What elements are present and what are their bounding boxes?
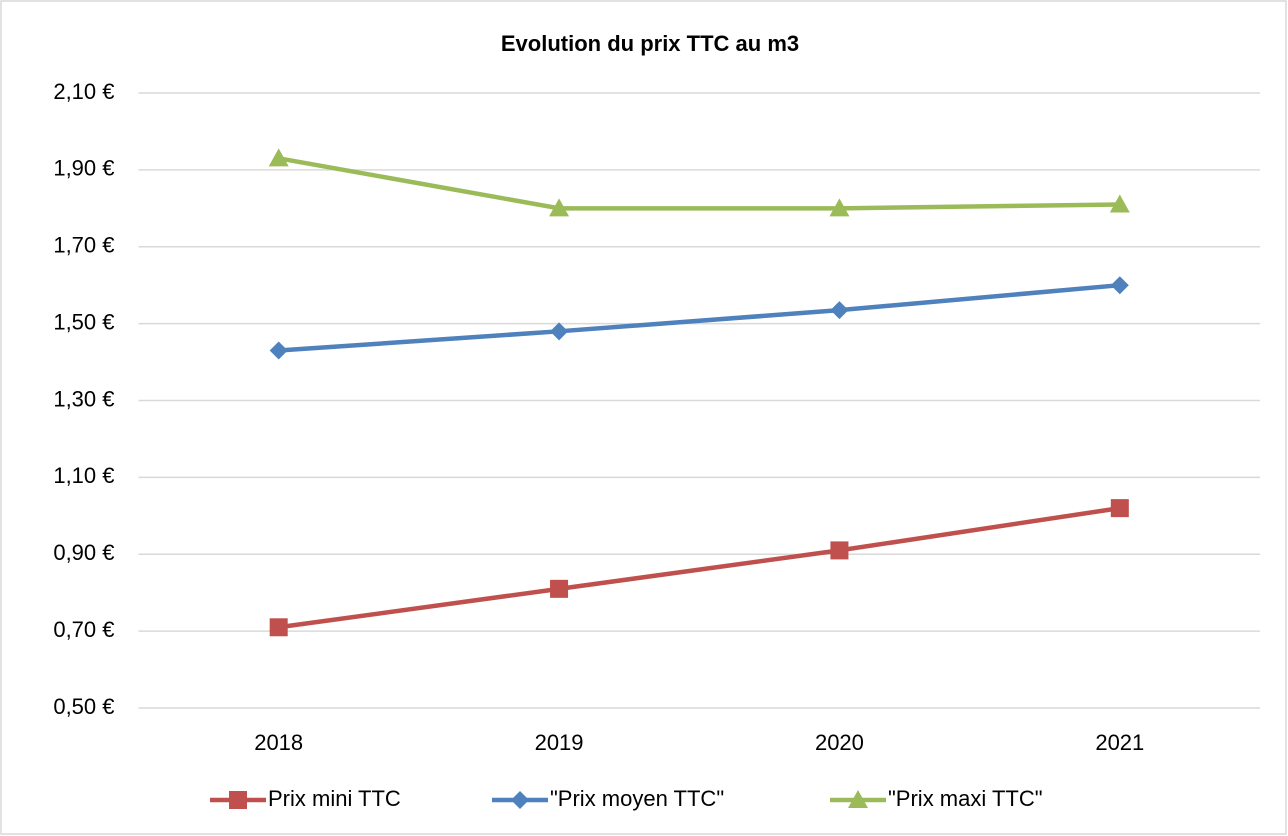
data-point	[830, 541, 849, 560]
x-tick-label: 2018	[254, 730, 303, 755]
legend-label: "Prix moyen TTC"	[550, 786, 724, 811]
x-tick-label: 2020	[815, 730, 864, 755]
legend-marker	[229, 791, 247, 809]
data-point	[830, 301, 849, 320]
series-line	[278, 282, 1121, 353]
y-tick-label: 1,70 €	[53, 233, 114, 258]
y-tick-label: 1,50 €	[53, 309, 114, 334]
series-line	[278, 505, 1121, 630]
data-point	[829, 198, 850, 217]
y-tick-label: 1,90 €	[53, 156, 114, 181]
chart-title: Evolution du prix TTC au m3	[501, 31, 799, 56]
data-point	[550, 579, 569, 598]
data-point	[269, 341, 288, 360]
y-tick-label: 1,10 €	[53, 463, 114, 488]
x-tick-label: 2019	[535, 730, 584, 755]
series-line	[278, 156, 1120, 211]
data-point	[1110, 276, 1129, 295]
x-tick-label: 2021	[1095, 730, 1144, 755]
y-tick-label: 1,30 €	[53, 386, 114, 411]
y-tick-label: 0,70 €	[53, 617, 114, 642]
y-tick-label: 2,10 €	[53, 79, 114, 104]
legend-marker	[848, 790, 868, 808]
data-point	[1109, 194, 1130, 213]
data-point	[549, 198, 570, 217]
y-tick-label: 0,90 €	[53, 540, 114, 565]
legend-label: Prix mini TTC	[268, 786, 401, 811]
legend-marker	[511, 791, 529, 809]
data-point	[268, 148, 289, 167]
data-point	[269, 618, 288, 637]
y-tick-label: 0,50 €	[53, 694, 114, 719]
legend-label: "Prix maxi TTC"	[888, 786, 1043, 811]
data-point	[1110, 499, 1129, 518]
data-point	[550, 322, 569, 341]
